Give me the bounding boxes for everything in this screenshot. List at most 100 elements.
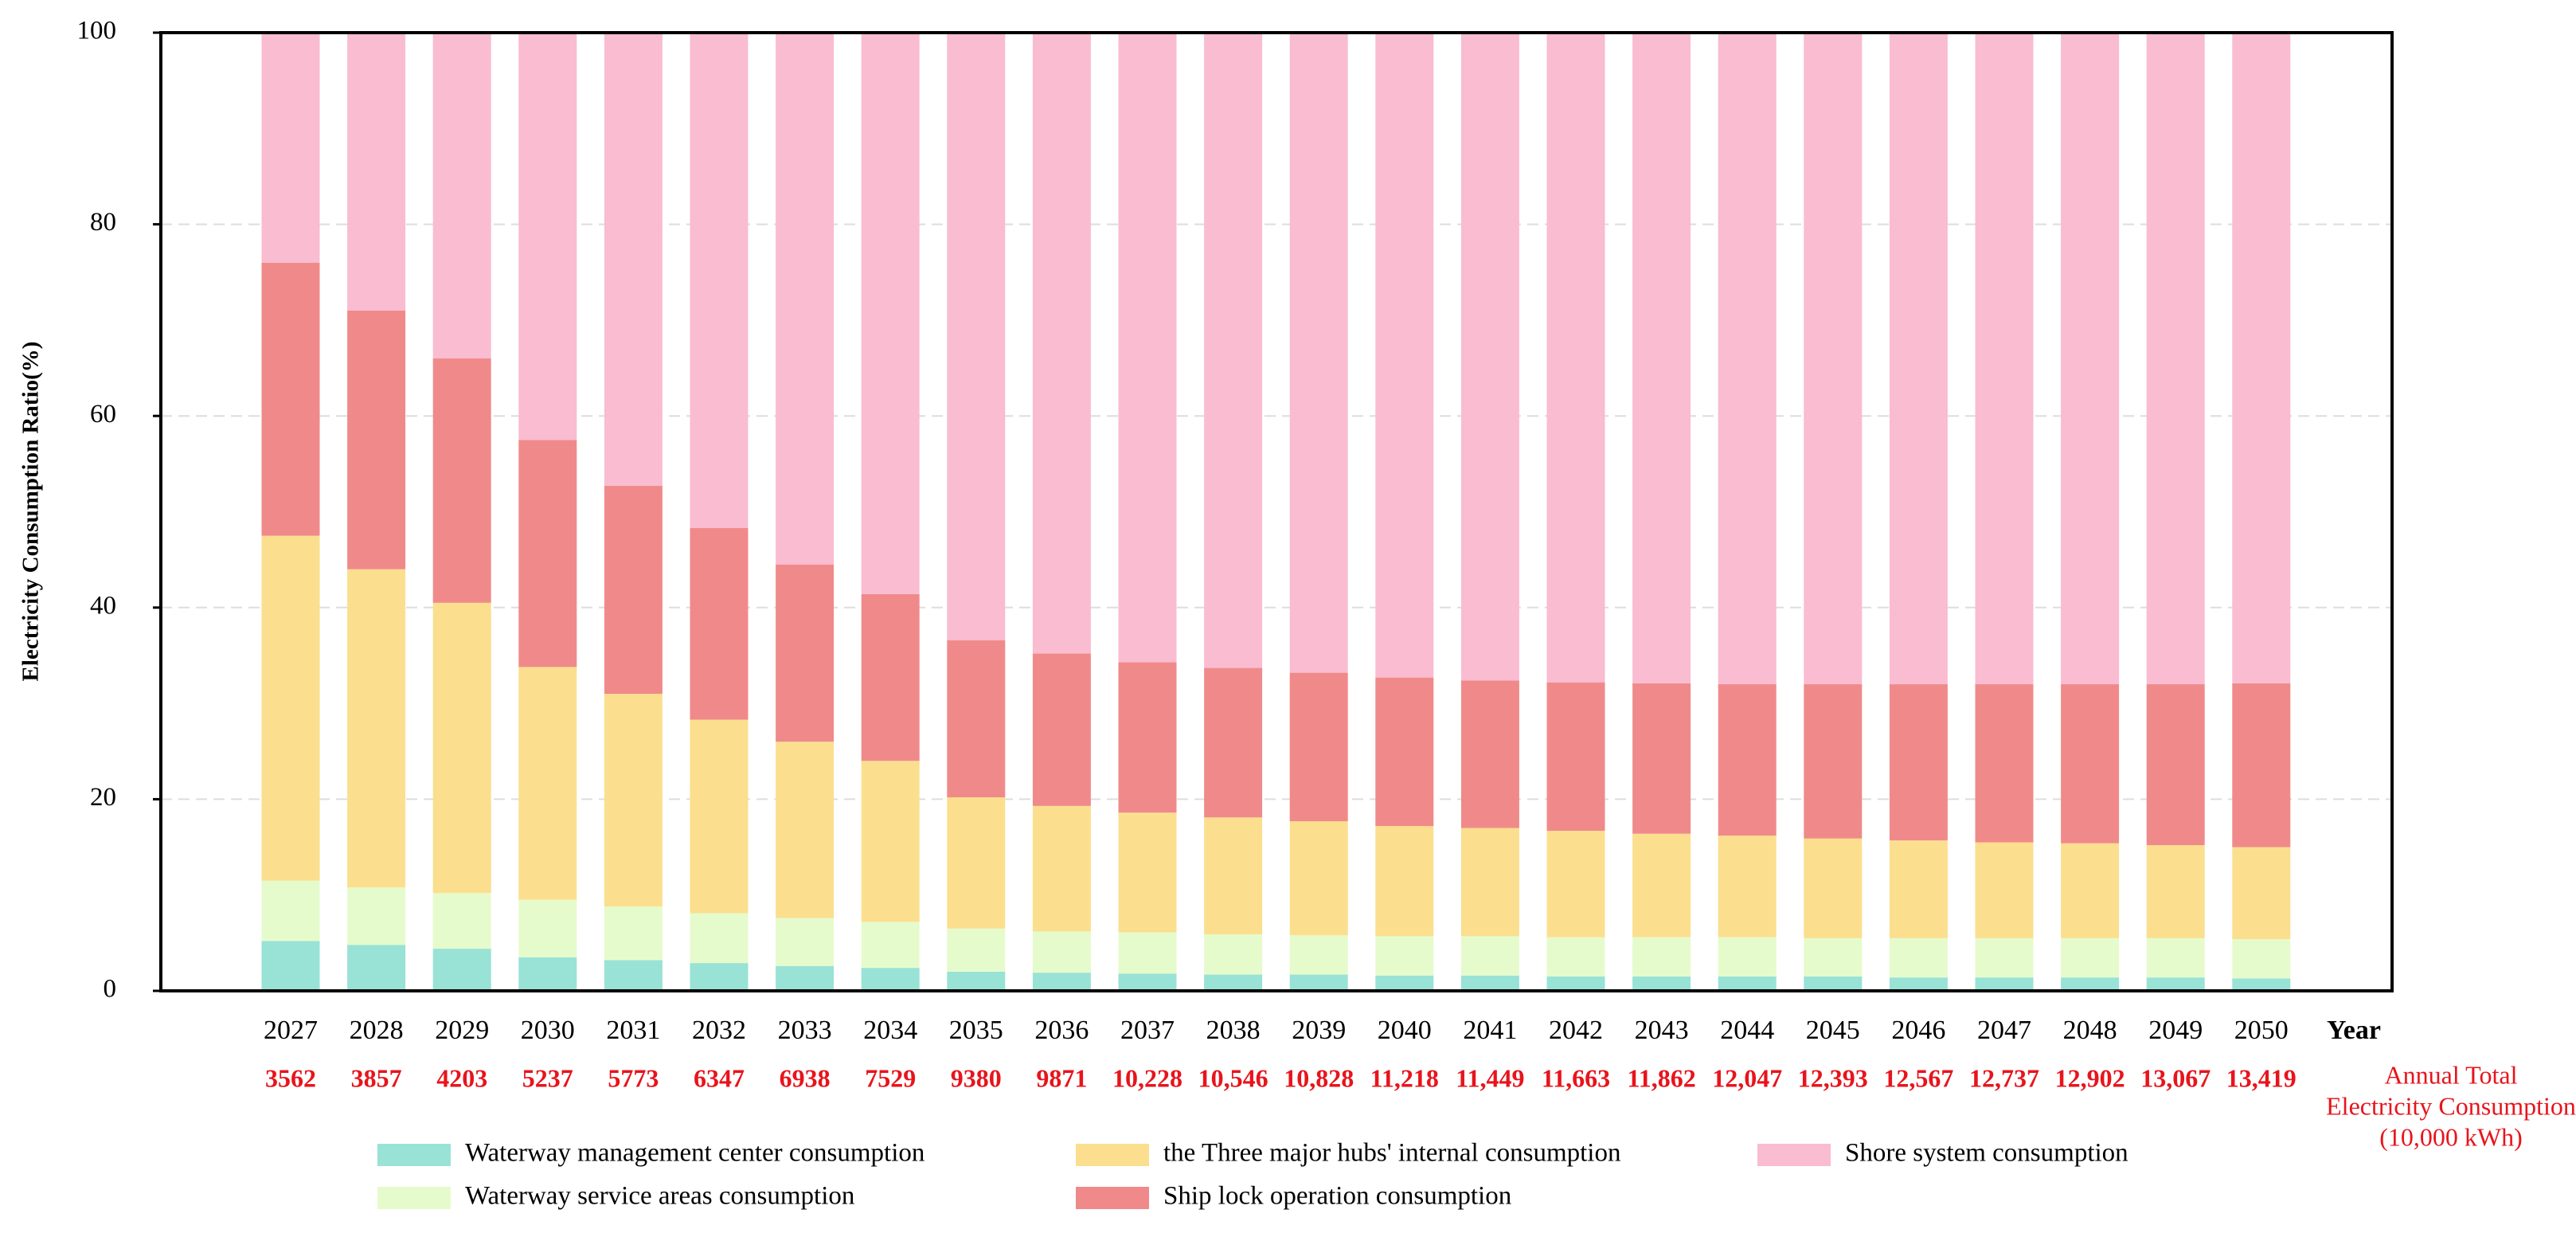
bar-segment <box>1975 33 2034 685</box>
bar-segment <box>2061 33 2120 685</box>
annual-total: 7529 <box>865 1063 916 1092</box>
bar-segment <box>261 535 320 881</box>
bar-segment <box>2146 977 2205 991</box>
bar-segment <box>2232 978 2291 991</box>
bar-segment <box>261 262 320 536</box>
bar-segment <box>690 33 749 528</box>
bar-segment <box>432 949 491 991</box>
y-tick-label: 40 <box>90 591 116 620</box>
bar-segment <box>432 358 491 603</box>
bar-segment <box>1460 975 1519 991</box>
x-tick-label: 2029 <box>435 1016 489 1045</box>
bar-segment <box>1975 842 2034 938</box>
annual-total: 12,047 <box>1712 1063 1782 1092</box>
bar-segment <box>776 33 835 565</box>
bar-segment <box>2061 977 2120 991</box>
x-tick-label: 2040 <box>1378 1016 1432 1045</box>
bar-segment <box>1460 680 1519 828</box>
bar-segment <box>1546 33 1605 683</box>
annual-total: 11,449 <box>1456 1063 1524 1092</box>
bar-segment <box>1460 828 1519 937</box>
x-tick-label: 2042 <box>1549 1016 1603 1045</box>
bar-segment <box>1546 976 1605 991</box>
x-tick-label: 2041 <box>1463 1016 1517 1045</box>
bar-segment <box>947 928 1006 972</box>
x-tick-label: 2034 <box>863 1016 917 1045</box>
bar-segment <box>1718 836 1777 937</box>
annual-total: 12,902 <box>2055 1063 2125 1092</box>
bar-segment <box>776 564 835 742</box>
bar-segment <box>604 486 663 695</box>
annual-total: 12,567 <box>1883 1063 1953 1092</box>
annual-total-label: Annual Total <box>2385 1060 2518 1089</box>
legend-label: Waterway management center consumption <box>465 1139 924 1168</box>
bar-segment <box>604 694 663 907</box>
bar-segment <box>347 945 406 991</box>
bar-segment <box>2146 937 2205 978</box>
bar-segment <box>347 310 406 570</box>
bar-segment <box>1032 653 1091 806</box>
legend-label: Ship lock operation consumption <box>1163 1182 1511 1211</box>
x-tick-label: 2049 <box>2148 1016 2203 1045</box>
bar-segment <box>604 906 663 961</box>
bar-segment <box>1204 974 1263 991</box>
annual-total: 11,218 <box>1370 1063 1439 1092</box>
bar-segment <box>1889 684 1948 841</box>
bar-segment <box>1889 840 1948 938</box>
bar-segment <box>947 33 1006 640</box>
annual-total: 10,828 <box>1284 1063 1354 1092</box>
x-axis-label: Year <box>2327 1016 2381 1045</box>
bar-segment <box>518 899 577 957</box>
bar-segment <box>1546 682 1605 832</box>
bar-segment <box>1804 33 1863 685</box>
annual-total: 5237 <box>522 1063 573 1092</box>
bar-segment <box>1804 684 1863 839</box>
bar-segment <box>1289 821 1348 936</box>
annual-total: 11,663 <box>1542 1063 1610 1092</box>
legend-label: the Three major hubs' internal consumpti… <box>1163 1139 1620 1168</box>
bar-segment <box>518 957 577 991</box>
y-axis-label: Electricity Consumption Ratio(%) <box>18 342 44 682</box>
legend-label: Waterway service areas consumption <box>465 1182 854 1211</box>
y-tick-label: 80 <box>90 208 116 237</box>
bar-segment <box>1375 936 1434 976</box>
legend-swatch <box>377 1144 451 1166</box>
bar-segment <box>776 742 835 918</box>
bar-segment <box>1375 677 1434 827</box>
annual-total: 6938 <box>780 1063 831 1092</box>
bar-segment <box>2146 33 2205 685</box>
bar-segment <box>947 640 1006 797</box>
bar-segment <box>2061 843 2120 938</box>
bar-segment <box>1889 937 1948 978</box>
bar-segment <box>1546 937 1605 977</box>
annual-total: 9871 <box>1036 1063 1087 1092</box>
x-tick-label: 2033 <box>778 1016 832 1045</box>
annual-total-label: Electricity Consumption <box>2326 1091 2576 1120</box>
bar-segment <box>861 593 920 761</box>
y-tick-label: 100 <box>77 17 117 45</box>
bar-segment <box>776 918 835 966</box>
bar-segment <box>604 960 663 991</box>
bar-segment <box>347 569 406 888</box>
bar-segment <box>1632 976 1691 991</box>
x-tick-label: 2038 <box>1206 1016 1261 1045</box>
bar-segment <box>1460 33 1519 681</box>
x-tick-label: 2043 <box>1635 1016 1689 1045</box>
bar-segment <box>2232 847 2291 940</box>
legend-swatch <box>1076 1144 1149 1166</box>
bar-segment <box>261 941 320 991</box>
bar-segment <box>1804 937 1863 977</box>
bar-segment <box>1804 976 1863 991</box>
bar-segment <box>1375 975 1434 991</box>
bar-segment <box>1632 683 1691 834</box>
legend-swatch <box>377 1187 451 1209</box>
annual-total: 3562 <box>265 1063 316 1092</box>
annual-total: 5773 <box>608 1063 659 1092</box>
bar-segment <box>261 880 320 941</box>
x-tick-label: 2047 <box>1977 1016 2031 1045</box>
legend-swatch <box>1076 1187 1149 1209</box>
bar-segment <box>1375 826 1434 937</box>
x-tick-label: 2036 <box>1034 1016 1089 1045</box>
y-tick-label: 20 <box>90 783 116 812</box>
bar-segment <box>1118 932 1177 974</box>
